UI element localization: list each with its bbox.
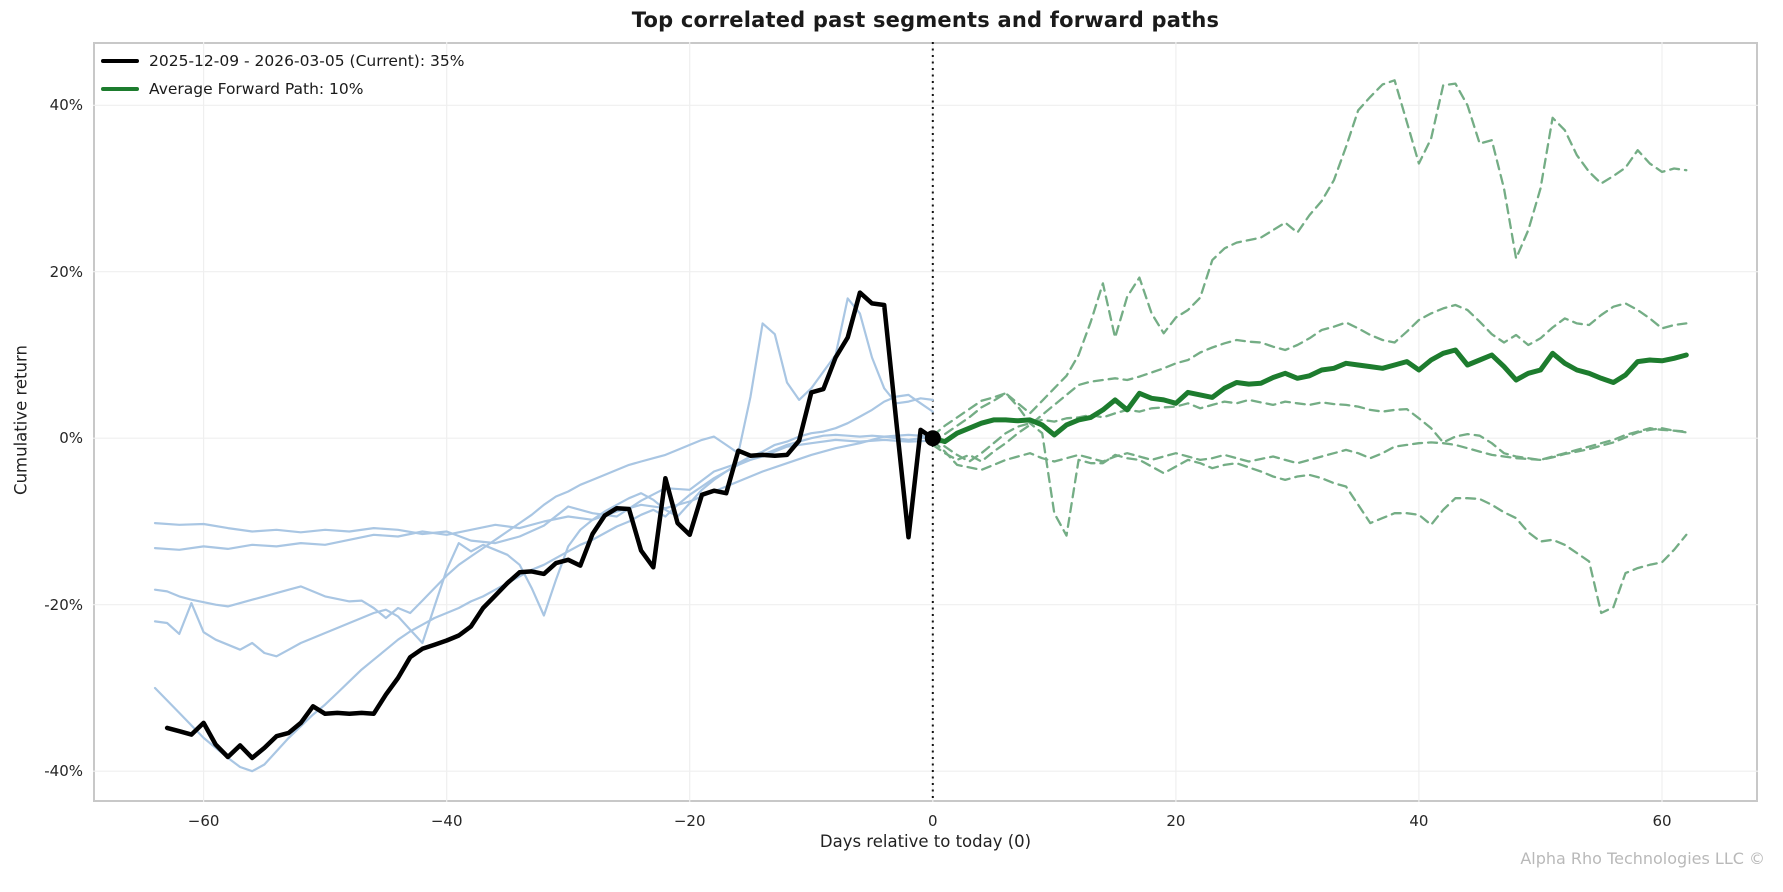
x-tick-label: 40 <box>1409 812 1429 830</box>
series-avg-forward-path <box>930 347 1689 445</box>
legend-label-average-forward: Average Forward Path: 10% <box>149 80 364 98</box>
y-tick-label: 20% <box>49 262 83 281</box>
series-past-segment-3 <box>153 297 934 620</box>
series-forward-path-1 <box>931 79 1688 444</box>
today-marker-dot <box>924 430 941 447</box>
series-forward-path-2 <box>931 302 1688 463</box>
series-current-segment <box>164 290 936 761</box>
x-axis-label: Days relative to today (0) <box>819 832 1032 851</box>
x-tick-label: −40 <box>430 812 463 830</box>
x-tick-label: 0 <box>928 812 938 830</box>
legend-item-current: 2025-12-09 - 2026-03-05 (Current): 35% <box>101 48 464 74</box>
x-tick-label: 20 <box>1166 812 1186 830</box>
y-tick-label: 40% <box>49 96 83 115</box>
x-tick-label: −60 <box>187 812 220 830</box>
series-past-segment-2 <box>153 433 934 551</box>
legend-item-average-forward: Average Forward Path: 10% <box>101 76 464 102</box>
legend-label-current: 2025-12-09 - 2026-03-05 (Current): 35% <box>149 52 465 70</box>
watermark: Alpha Rho Technologies LLC © <box>1520 849 1765 868</box>
current-segment-line-swatch <box>101 59 139 63</box>
legend: 2025-12-09 - 2026-03-05 (Current): 35% A… <box>97 46 468 104</box>
plot-area <box>93 42 1758 802</box>
series-past-segment-4 <box>153 393 934 658</box>
series-forward-path-4 <box>931 427 1688 472</box>
x-tick-label: 60 <box>1652 812 1672 830</box>
series-past-segment-1 <box>153 438 934 545</box>
series-forward-path-5 <box>931 392 1688 615</box>
series-past-segment-5 <box>153 433 934 773</box>
x-tick-label: −20 <box>673 812 706 830</box>
y-tick-label: -20% <box>44 595 83 614</box>
y-tick-label: 0% <box>59 429 83 448</box>
y-tick-label: -40% <box>44 762 83 781</box>
average-forward-line-swatch <box>101 87 139 91</box>
y-axis-label: Cumulative return <box>11 345 31 495</box>
chart-title: Top correlated past segments and forward… <box>631 8 1220 32</box>
